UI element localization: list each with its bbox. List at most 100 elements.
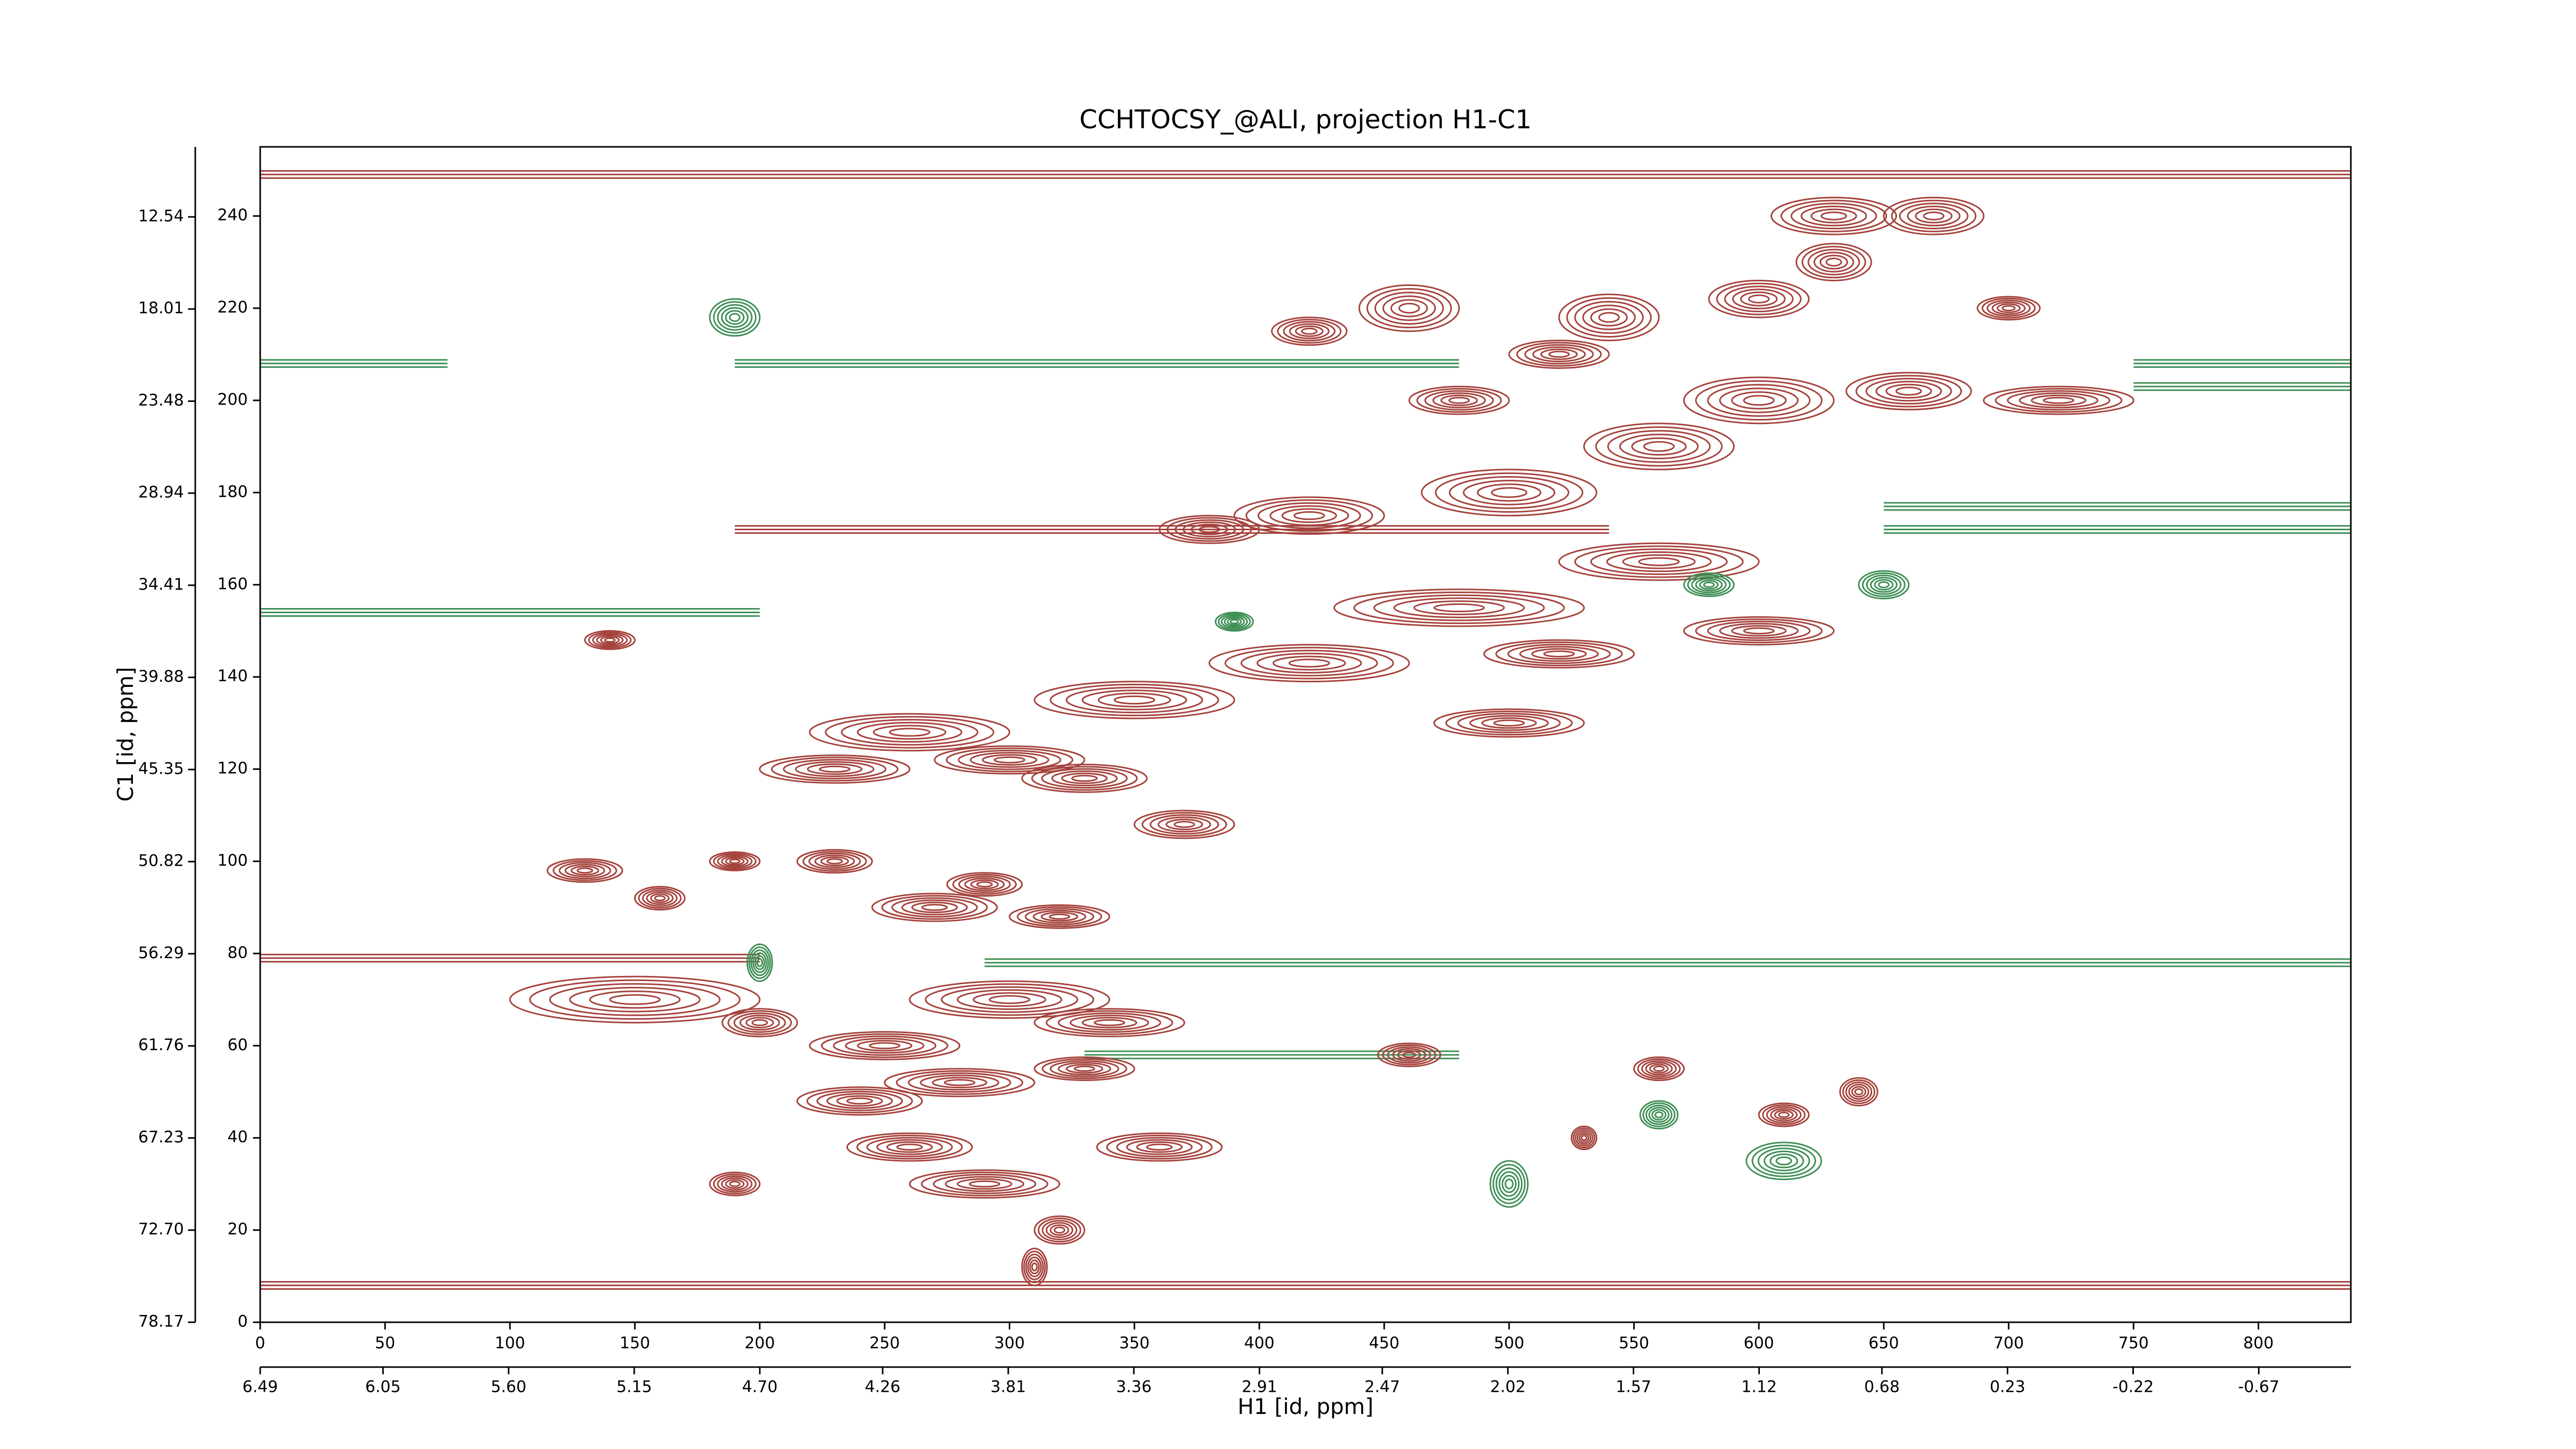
peak-contour	[1136, 1141, 1183, 1153]
peak-contour	[725, 310, 745, 325]
peak-contour	[1703, 581, 1715, 588]
peak-contour	[1021, 1248, 1048, 1286]
x2-tick-label: 0.23	[1990, 1378, 2025, 1396]
peak-contour	[1058, 1062, 1111, 1076]
chart-title: CCHTOCSY_@ALI, projection H1-C1	[1079, 105, 1532, 134]
peak-contour	[1774, 1109, 1794, 1120]
peak-contour	[1440, 394, 1478, 407]
peak-contour	[1433, 603, 1485, 613]
peak-contour	[1477, 483, 1541, 502]
peak-contour	[973, 992, 1046, 1007]
peak-contour	[884, 1068, 1036, 1098]
peak-contour	[1582, 305, 1636, 330]
peak-contour	[873, 724, 946, 740]
peak-contour	[881, 895, 988, 920]
peak-contour	[1133, 810, 1235, 839]
peak-contour	[1214, 611, 1254, 632]
y-tick-label: 20	[228, 1220, 248, 1239]
peak-contour	[816, 1090, 903, 1111]
x2-tick-label: 0.68	[1864, 1378, 1900, 1396]
peak-contour	[869, 1042, 901, 1050]
peak-contour	[1504, 1178, 1514, 1190]
peak-contour	[1558, 293, 1660, 342]
peak-contour	[733, 1012, 786, 1033]
peak-contour	[819, 765, 851, 773]
peak-contour	[826, 858, 843, 865]
peak-contour	[958, 875, 1011, 893]
peak-contour	[1233, 496, 1385, 535]
peak-contour	[721, 855, 749, 867]
x-tick-label: 500	[1494, 1334, 1524, 1353]
x2-tick-label: 1.12	[1741, 1378, 1777, 1396]
peak-contour	[1766, 1106, 1802, 1124]
peak-contour	[1848, 1084, 1870, 1100]
peak-contour	[1570, 1125, 1598, 1151]
peak-contour	[1295, 325, 1324, 337]
x-tick-label: 750	[2119, 1334, 2149, 1353]
peak-contour	[856, 1135, 963, 1160]
peak-contour	[1758, 1102, 1810, 1127]
y2-tick-label: 61.76	[138, 1036, 184, 1054]
peak-contour	[1240, 650, 1378, 677]
peak-contour	[728, 1181, 741, 1187]
peak-contour	[989, 995, 1030, 1004]
peak-contour	[725, 1179, 745, 1189]
peak-contour	[1574, 1129, 1594, 1147]
y-tick-label: 100	[217, 851, 248, 870]
peak-contour	[1825, 257, 1842, 267]
peak-contour	[1045, 1010, 1174, 1035]
peak-contour	[1016, 906, 1103, 928]
peak-contour	[846, 1132, 973, 1162]
peak-contour	[646, 891, 674, 905]
peak-contour	[783, 759, 887, 780]
peak-contour	[1041, 912, 1078, 922]
y-tick-label: 220	[217, 298, 248, 317]
peak-contour	[1770, 1108, 1798, 1122]
peak-contour	[921, 1171, 1048, 1197]
peak-contour	[1875, 380, 1942, 402]
peak-contour	[1814, 251, 1854, 273]
peak-contour	[1272, 655, 1346, 671]
peak-contour	[1687, 574, 1731, 596]
peak-contour	[1065, 686, 1204, 714]
peak-contour	[1874, 579, 1894, 591]
peak-contour	[2007, 390, 2111, 411]
peak-contour	[1895, 386, 1922, 396]
peak-contour	[964, 878, 1005, 891]
peak-contour	[1914, 208, 1953, 224]
peak-contour	[1498, 1171, 1520, 1197]
peak-contour	[1289, 323, 1330, 340]
peak-contour	[1041, 768, 1128, 789]
peak-contour	[981, 754, 1038, 766]
peak-contour	[1595, 426, 1723, 467]
peak-contour	[1093, 1019, 1126, 1026]
peak-contour	[728, 313, 741, 322]
peak-contour	[1449, 476, 1570, 509]
peak-contour	[821, 1033, 948, 1058]
peak-contour	[1481, 717, 1537, 729]
peak-contour	[588, 631, 632, 649]
peak-contour	[1801, 246, 1866, 279]
peak-contour	[1033, 1008, 1185, 1037]
peak-contour	[1790, 203, 1877, 230]
peak-contour	[809, 713, 1010, 752]
peak-contour	[1166, 517, 1252, 542]
peak-contour	[945, 747, 1074, 772]
peak-contour	[634, 886, 686, 911]
peak-contour	[1432, 392, 1486, 409]
peak-contour	[1583, 423, 1735, 470]
x2-tick-label: -0.67	[2238, 1378, 2279, 1396]
peak-contour	[1230, 619, 1239, 625]
peak-contour	[1577, 1131, 1591, 1145]
peak-contour	[1126, 1139, 1193, 1155]
peak-contour	[1113, 695, 1156, 705]
peak-contour	[1146, 1143, 1173, 1151]
peak-contour	[944, 1176, 1025, 1192]
peak-contour	[1382, 295, 1436, 321]
x-tick-label: 350	[1119, 1334, 1149, 1353]
peak-contour	[1732, 289, 1786, 310]
peak-contour	[1463, 480, 1555, 506]
peak-contour	[1699, 580, 1719, 590]
y-tick-label: 240	[217, 206, 248, 225]
peak-contour	[957, 1178, 1012, 1190]
